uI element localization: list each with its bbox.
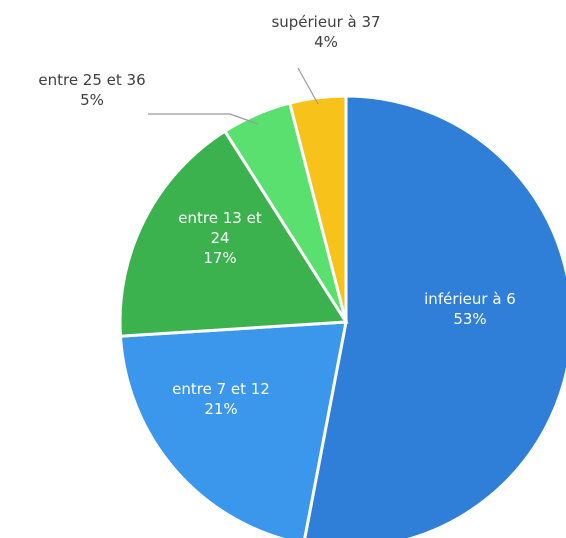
slice-label: supérieur à 37 4% <box>271 13 380 51</box>
leader-lines-layer <box>148 67 319 125</box>
leader-line <box>297 67 319 105</box>
slice-label: entre 13 et 24 17% <box>178 209 262 267</box>
slice-value-label: 4% <box>314 33 338 51</box>
pie-slice <box>118 320 348 538</box>
slice-value-label: 53% <box>453 310 486 328</box>
pie-slice <box>287 94 348 323</box>
slice-label: inférieur à 6 53% <box>424 290 516 328</box>
slice-category-label: 24 <box>210 229 229 247</box>
slice-label: entre 7 et 12 21% <box>172 380 270 418</box>
slice-category-label: supérieur à 37 <box>271 13 380 31</box>
slice-value-label: 21% <box>204 400 237 418</box>
slice-value-label: 5% <box>80 91 104 109</box>
slice-category-label: entre 25 et 36 <box>38 71 145 89</box>
pie-slice <box>303 94 566 538</box>
slice-value-label: 17% <box>203 249 236 267</box>
slice-category-label: entre 7 et 12 <box>172 380 270 398</box>
slices-layer <box>118 94 566 538</box>
pie-slice <box>118 129 349 338</box>
slice-category-label: inférieur à 6 <box>424 290 516 308</box>
labels-layer: inférieur à 6 53% entre 7 et 12 21% entre 13… <box>38 13 515 418</box>
slice-label: entre 25 et 36 5% <box>38 71 145 109</box>
slice-category-label: entre 13 et <box>178 209 262 227</box>
leader-line <box>148 113 259 125</box>
